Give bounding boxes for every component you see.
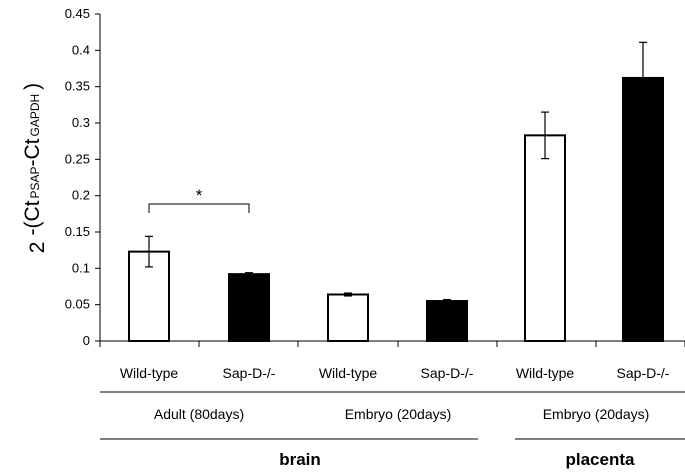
y-tick-label: 0.2 [72,188,90,203]
category-label: Wild-type [516,365,575,381]
group-label: Embryo (20days) [543,406,650,422]
y-tick-label: 0.15 [65,224,90,239]
y-tick-label: 0.35 [65,79,90,94]
bar [426,300,468,342]
category-label: Sap-D-/- [223,365,276,381]
y-tick-label: 0.05 [65,297,90,312]
y-tick-label: 0.3 [72,115,90,130]
tissue-label: placenta [566,450,636,469]
significance-bracket [148,203,250,213]
significance-marker: * [196,186,203,205]
y-tick-label: 0.25 [65,151,90,166]
bar [524,134,566,342]
group-label: Adult (80days) [154,406,244,422]
bar [228,273,270,342]
y-tick-label: 0.4 [72,42,90,57]
category-label: Wild-type [120,365,179,381]
category-label: Sap-D-/- [421,365,474,381]
y-tick-label: 0 [83,333,90,348]
y-axis-label: 2-(CtPSAP-CtGAPDH) [21,83,49,253]
group-label: Embryo (20days) [345,406,452,422]
plot-area: 0 0.05 0.1 0.15 0.2 0.25 0.3 0.35 0.4 0.45 Wild-ty… [65,6,685,469]
category-label: Wild-type [319,365,378,381]
category-label: Sap-D-/- [617,365,670,381]
tissue-label: brain [279,450,321,469]
bar [622,76,664,343]
bar [327,293,369,343]
y-tick-label: 0.45 [65,6,90,21]
y-tick-label: 0.1 [72,260,90,275]
y-axis-label-text: 2-(CtPSAP-CtGAPDH) [21,83,49,253]
